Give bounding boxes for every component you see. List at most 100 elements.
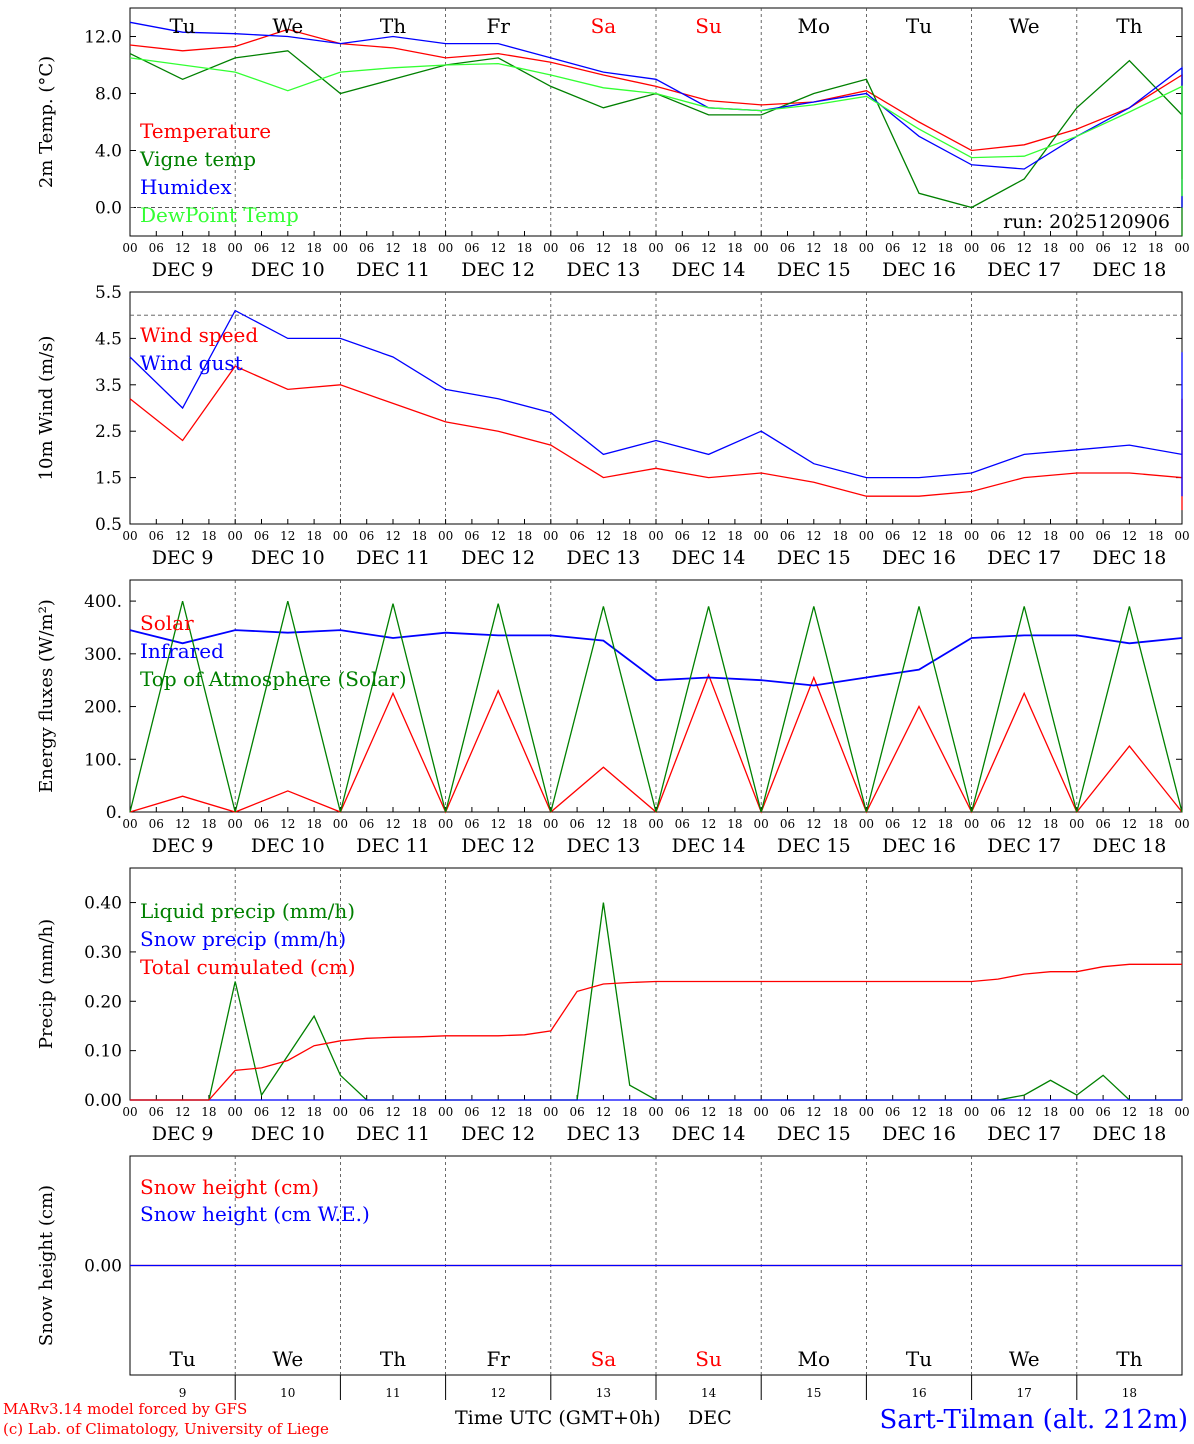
panel-2-y-tick-label: 4.5 <box>95 329 122 349</box>
panel-3-hour-label: 12 <box>911 817 926 831</box>
panel-1-date-label: DEC 11 <box>356 259 430 281</box>
panel-4-hour-label: 06 <box>359 1105 374 1119</box>
panel-1-date-label: DEC 13 <box>566 259 640 281</box>
panel-4-date-label: DEC 12 <box>461 1123 535 1145</box>
panel-3-date-label: DEC 13 <box>566 835 640 857</box>
panel-4-hour-label: 18 <box>201 1105 216 1119</box>
panel-1-hour-label: 06 <box>149 241 164 255</box>
weekday-bottom-3: Th <box>380 1347 406 1371</box>
panel-1-hour-label: 12 <box>280 241 295 255</box>
panel-2-hour-label: 12 <box>280 529 295 543</box>
panel-3-y-axis-label: Energy fluxes (W/m²) <box>36 599 57 793</box>
panel-3-date-label: DEC 11 <box>356 835 430 857</box>
panel-1-y-tick-label: 8.0 <box>95 85 122 105</box>
panel-4-hour-label: 12 <box>175 1105 190 1119</box>
panel-2-y-tick-label: 1.5 <box>95 469 122 489</box>
panel-4-hour-label: 12 <box>1017 1105 1032 1119</box>
panel-1-hour-label: 06 <box>359 241 374 255</box>
panel-4-date-label: DEC 17 <box>987 1123 1061 1145</box>
panel-4-y-tick-label: 0.40 <box>84 894 122 914</box>
panel-3-hour-label: 00 <box>754 817 769 831</box>
panel-3-hour-label: 12 <box>175 817 190 831</box>
panel-1-hour-label: 00 <box>1174 241 1189 255</box>
panel-4-hour-label: 00 <box>228 1105 243 1119</box>
panel-3-hour-label: 00 <box>438 817 453 831</box>
weekday-bottom-1: Tu <box>169 1347 195 1371</box>
panel-2-hour-label: 12 <box>701 529 716 543</box>
panel-2-series-wind-gust <box>129 309 1183 497</box>
panel-4-hour-label: 06 <box>569 1105 584 1119</box>
panel-1-hour-label: 18 <box>622 241 637 255</box>
weekday-bottom-6: Su <box>695 1347 722 1371</box>
panel-1-hour-label: 00 <box>859 241 874 255</box>
panel-1-date-label: DEC 15 <box>777 259 851 281</box>
day-number-5: 13 <box>596 1386 611 1400</box>
panel-2-date-label: DEC 13 <box>566 547 640 569</box>
panel-2-y-tick-label: 3.5 <box>95 376 122 396</box>
panel-3-hour-label: 06 <box>254 817 269 831</box>
panel-3-legend-3: Top of Atmosphere (Solar) <box>140 667 407 691</box>
panel-4-hour-label: 18 <box>727 1105 742 1119</box>
panel-3-hour-label: 06 <box>780 817 795 831</box>
panel-3-date-label: DEC 17 <box>987 835 1061 857</box>
panel-1-hour-label: 06 <box>569 241 584 255</box>
panel-3-date-label: DEC 15 <box>777 835 851 857</box>
panel-4-hour-label: 00 <box>333 1105 348 1119</box>
panel-3-y-tick-label: 300. <box>84 645 122 665</box>
day-number-1: 9 <box>179 1386 187 1400</box>
panel-4-hour-label: 12 <box>596 1105 611 1119</box>
panel-2-hour-label: 06 <box>149 529 164 543</box>
panel-2-date-label: DEC 12 <box>461 547 535 569</box>
day-number-4: 12 <box>491 1386 506 1400</box>
panel-2-legend-2: Wind gust <box>140 351 243 375</box>
panel-1-hour-label: 00 <box>438 241 453 255</box>
panel-3-hour-label: 12 <box>806 817 821 831</box>
panel-4-hour-label: 00 <box>648 1105 663 1119</box>
panel-2-hour-label: 18 <box>517 529 532 543</box>
panel-5-y-axis-label: Snow height (cm) <box>36 1185 57 1346</box>
panel-1-hour-label: 18 <box>1043 241 1058 255</box>
panel-3-hour-label: 00 <box>1069 817 1084 831</box>
panel-1-hour-label: 12 <box>911 241 926 255</box>
panel-2-hour-label: 00 <box>754 529 769 543</box>
day-number-10: 18 <box>1122 1386 1137 1400</box>
weekday-bottom-10: Th <box>1116 1347 1142 1371</box>
weekday-bottom-5: Sa <box>591 1347 617 1371</box>
panel-3-date-label: DEC 10 <box>251 835 325 857</box>
lab-credit: (c) Lab. of Climatology, University of L… <box>3 1420 329 1438</box>
panel-3-hour-label: 18 <box>1148 817 1163 831</box>
panel-4-legend-3: Total cumulated (cm) <box>140 955 356 979</box>
panel-3-hour-label: 00 <box>648 817 663 831</box>
station-name: Sart-Tilman (alt. 212m) <box>879 1405 1188 1435</box>
panel-4-legend-2: Snow precip (mm/h) <box>140 927 346 951</box>
panel-4-hour-label: 12 <box>911 1105 926 1119</box>
panel-2-hour-label: 00 <box>228 529 243 543</box>
panel-1-hour-label: 18 <box>201 241 216 255</box>
panel-4-hour-label: 00 <box>754 1105 769 1119</box>
panel-1-hour-label: 12 <box>701 241 716 255</box>
panel-3-hour-label: 12 <box>491 817 506 831</box>
panel-2-hour-label: 18 <box>412 529 427 543</box>
panel-3-hour-label: 00 <box>333 817 348 831</box>
panel-3-hour-label: 00 <box>228 817 243 831</box>
panel-1-date-label: DEC 14 <box>672 259 746 281</box>
panel-2-y-tick-label: 2.5 <box>95 422 122 442</box>
panel-3-hour-label: 06 <box>990 817 1005 831</box>
panel-4-hour-label: 12 <box>1122 1105 1137 1119</box>
panel-4-hour-label: 00 <box>859 1105 874 1119</box>
panel-1-hour-label: 00 <box>754 241 769 255</box>
panel-2-date-label: DEC 16 <box>882 547 956 569</box>
panel-3-hour-label: 00 <box>859 817 874 831</box>
panel-1-y-tick-label: 12.0 <box>84 28 122 48</box>
weekday-bottom-4: Fr <box>486 1347 510 1371</box>
panel-1-hour-label: 18 <box>412 241 427 255</box>
panel-3-hour-label: 00 <box>543 817 558 831</box>
panel-3-date-label: DEC 16 <box>882 835 956 857</box>
panel-3-hour-label: 18 <box>1043 817 1058 831</box>
panel-2-hour-label: 18 <box>622 529 637 543</box>
panel-1-hour-label: 06 <box>254 241 269 255</box>
panel-3-hour-label: 12 <box>701 817 716 831</box>
panel-2-hour-label: 00 <box>122 529 137 543</box>
panel-3-hour-label: 12 <box>280 817 295 831</box>
